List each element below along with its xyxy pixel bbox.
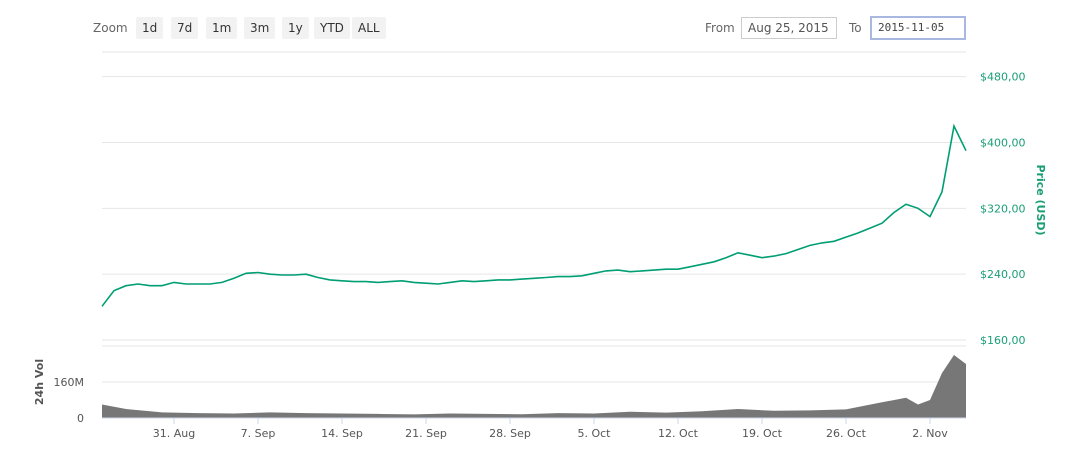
price-axis-ticks: $160,00 $240,00 $320,00 $400,00 $480,00: [980, 71, 1026, 347]
zoom-1y-button[interactable]: 1y: [282, 17, 309, 39]
date-axis-ticks: 31. Aug 7. Sep 14. Sep 21. Sep 28. Sep 5. Oct…: [102, 417, 966, 440]
date-tick-label: 7. Sep: [241, 427, 276, 440]
zoom-3m-button[interactable]: 3m: [244, 17, 276, 39]
range-selector-toolbar: Zoom 1d 7d 1m 3m 1y YTD ALL From Aug 25,…: [0, 0, 1086, 50]
to-date-input[interactable]: 2015-11-05: [870, 16, 966, 40]
volume-tick-label: 0: [77, 412, 84, 425]
from-date-input[interactable]: Aug 25, 2015: [741, 17, 837, 39]
price-tick-label: $480,00: [980, 71, 1026, 84]
price-gridlines: [102, 51, 966, 341]
zoom-7d-button[interactable]: 7d: [171, 17, 199, 39]
price-tick-label: $400,00: [980, 137, 1026, 150]
price-tick-label: $320,00: [980, 202, 1026, 215]
price-tick-label: $240,00: [980, 268, 1026, 281]
volume-tick-label: 160M: [54, 376, 85, 389]
date-tick-label: 26. Oct: [826, 427, 867, 440]
date-tick-label: 31. Aug: [153, 427, 195, 440]
price-axis-title: Price (USD): [1034, 164, 1047, 235]
date-tick-label: 12. Oct: [658, 427, 699, 440]
zoom-1m-button[interactable]: 1m: [206, 17, 238, 39]
date-tick-label: 28. Sep: [489, 427, 531, 440]
zoom-1d-button[interactable]: 1d: [136, 17, 164, 39]
volume-gridlines: [102, 345, 966, 419]
volume-series-area: [102, 355, 966, 418]
date-tick-label: 2. Nov: [912, 427, 948, 440]
zoom-all-button[interactable]: ALL: [352, 17, 386, 39]
price-tick-label: $160,00: [980, 334, 1026, 347]
date-tick-label: 5. Oct: [577, 427, 611, 440]
volume-axis-ticks: 0 160M: [54, 376, 85, 425]
date-tick-label: 14. Sep: [321, 427, 363, 440]
zoom-ytd-button[interactable]: YTD: [314, 17, 350, 39]
volume-axis-title: 24h Vol: [33, 359, 46, 405]
date-tick-label: 21. Sep: [405, 427, 447, 440]
to-label: To: [849, 21, 862, 35]
from-label: From: [705, 21, 735, 35]
price-series-line: [101, 123, 967, 307]
date-tick-label: 19. Oct: [742, 427, 783, 440]
zoom-label: Zoom: [93, 21, 128, 35]
